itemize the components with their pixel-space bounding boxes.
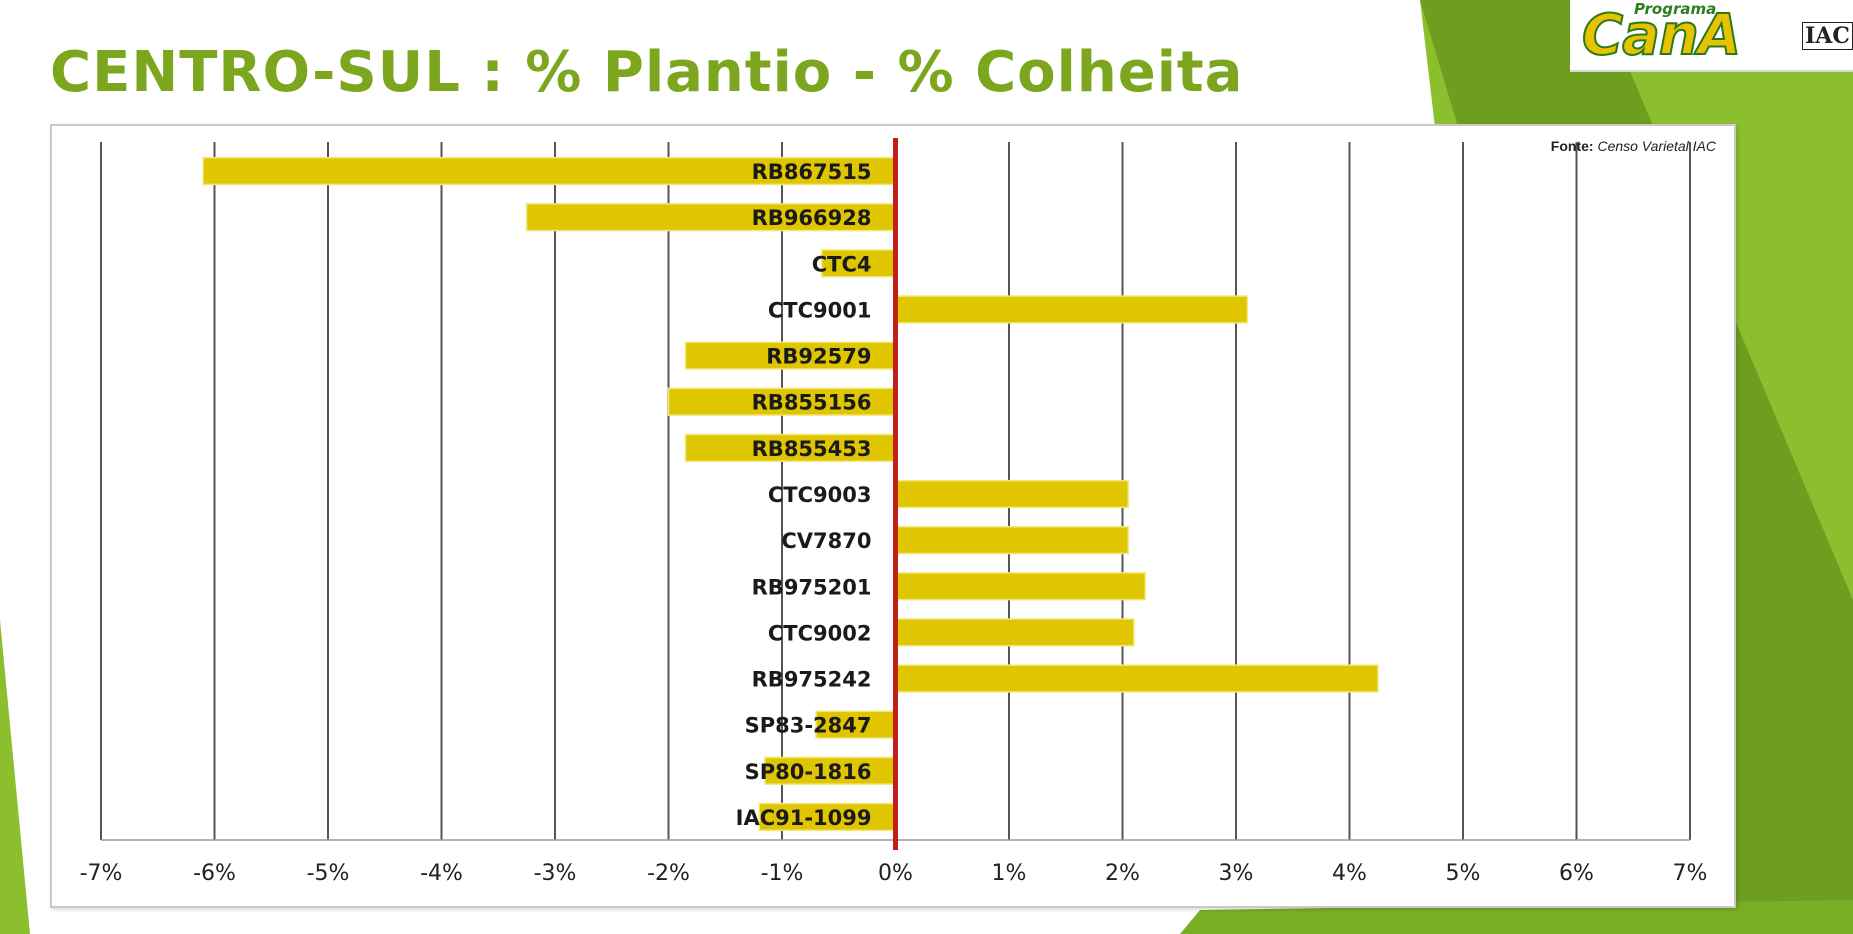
- x-tick-label: -3%: [534, 861, 577, 886]
- bar: [894, 526, 1129, 555]
- x-tick-label: 7%: [1673, 861, 1708, 886]
- x-tick-label: -4%: [420, 861, 463, 886]
- category-label: CTC4: [812, 252, 872, 276]
- category-labels: RB867515 RB966928 CTC4 CTC9001 RB92579 RB8551…: [736, 160, 872, 830]
- bar: [525, 203, 897, 232]
- category-label: RB975201: [752, 575, 872, 599]
- programa-cana-logo: Programa CanA IAC: [1570, 0, 1853, 72]
- bg-green-shape-bottom: [1180, 900, 1853, 934]
- bar: [684, 433, 897, 462]
- category-label: CTC9001: [768, 298, 872, 322]
- bar: [894, 295, 1249, 324]
- slide-title: CENTRO-SUL : % Plantio - % Colheita: [50, 40, 1244, 105]
- bars: [202, 156, 1379, 832]
- category-label: CTC9002: [768, 621, 872, 645]
- category-label: RB92579: [766, 345, 871, 369]
- source-note: Fonte: Censo Varietal IAC: [1551, 138, 1716, 154]
- x-tick-label: 6%: [1559, 861, 1594, 886]
- x-tick-label: -7%: [80, 861, 123, 886]
- x-tick-label: 0%: [878, 861, 913, 886]
- category-label: SP80-1816: [745, 760, 872, 784]
- logo-sub-text: IAC: [1802, 22, 1853, 50]
- bar: [894, 572, 1146, 601]
- bar: [202, 156, 897, 186]
- x-tick-label: 2%: [1105, 861, 1140, 886]
- x-tick-labels: -7% -6% -5% -4% -3% -2% -1% 0% 1% 2% 3% 4% 5% 6% 7%: [80, 861, 1708, 886]
- category-label: RB966928: [752, 206, 872, 230]
- bar-chart: -7% -6% -5% -4% -3% -2% -1% 0% 1% 2% 3% 4% 5% 6% 7% RB8…: [80, 138, 1708, 886]
- logo-main-text: CanA: [1581, 3, 1742, 69]
- gridlines: [100, 142, 1691, 840]
- bar: [894, 479, 1129, 509]
- category-label: RB855156: [752, 391, 872, 415]
- category-label: SP83-2847: [745, 714, 872, 738]
- category-label: CV7870: [781, 529, 871, 553]
- x-tick-label: -5%: [307, 861, 350, 886]
- bar: [894, 618, 1135, 647]
- x-tick-label: 1%: [992, 861, 1027, 886]
- x-tick-label: -6%: [193, 861, 236, 886]
- x-tick-label: 5%: [1446, 861, 1481, 886]
- category-label: IAC91-1099: [736, 806, 872, 830]
- bg-green-shape-left: [0, 620, 30, 934]
- bar: [820, 249, 897, 278]
- bar: [894, 664, 1379, 693]
- bar: [684, 341, 897, 370]
- x-tick-label: -2%: [647, 861, 690, 886]
- bar: [764, 756, 897, 785]
- bar: [667, 387, 897, 416]
- source-label: Fonte:: [1550, 138, 1594, 154]
- x-tick-label: 4%: [1332, 861, 1367, 886]
- category-label: RB867515: [752, 160, 872, 184]
- logo-top-text: Programa: [1634, 0, 1717, 18]
- chart-panel: -7% -6% -5% -4% -3% -2% -1% 0% 1% 2% 3% 4% 5% 6% 7% RB8…: [50, 124, 1736, 908]
- x-tick-label: 3%: [1219, 861, 1254, 886]
- category-label: CTC9003: [768, 483, 872, 507]
- category-label: RB975242: [752, 668, 872, 692]
- x-tick-label: -1%: [761, 861, 804, 886]
- bar: [815, 710, 897, 739]
- category-label: RB855453: [752, 437, 872, 461]
- source-value: Censo Varietal IAC: [1597, 138, 1716, 154]
